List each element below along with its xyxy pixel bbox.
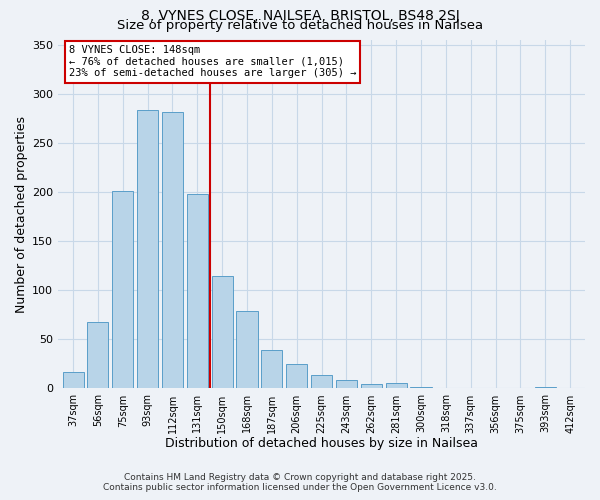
Bar	[162, 112, 183, 388]
Bar	[88, 322, 109, 388]
Bar	[262, 350, 283, 389]
Bar	[386, 382, 407, 388]
Text: 8, VYNES CLOSE, NAILSEA, BRISTOL, BS48 2SJ: 8, VYNES CLOSE, NAILSEA, BRISTOL, BS48 2…	[140, 9, 460, 23]
Bar	[286, 364, 307, 388]
Y-axis label: Number of detached properties: Number of detached properties	[15, 116, 28, 312]
Bar	[187, 194, 208, 388]
Bar	[137, 110, 158, 388]
Bar	[336, 380, 357, 388]
X-axis label: Distribution of detached houses by size in Nailsea: Distribution of detached houses by size …	[165, 437, 478, 450]
Text: Size of property relative to detached houses in Nailsea: Size of property relative to detached ho…	[117, 18, 483, 32]
Bar	[361, 384, 382, 388]
Bar	[212, 276, 233, 388]
Bar	[311, 374, 332, 388]
Bar	[112, 191, 133, 388]
Bar	[62, 372, 83, 388]
Bar	[236, 311, 257, 388]
Bar	[410, 386, 431, 388]
Text: 8 VYNES CLOSE: 148sqm
← 76% of detached houses are smaller (1,015)
23% of semi-d: 8 VYNES CLOSE: 148sqm ← 76% of detached …	[68, 45, 356, 78]
Text: Contains HM Land Registry data © Crown copyright and database right 2025.
Contai: Contains HM Land Registry data © Crown c…	[103, 473, 497, 492]
